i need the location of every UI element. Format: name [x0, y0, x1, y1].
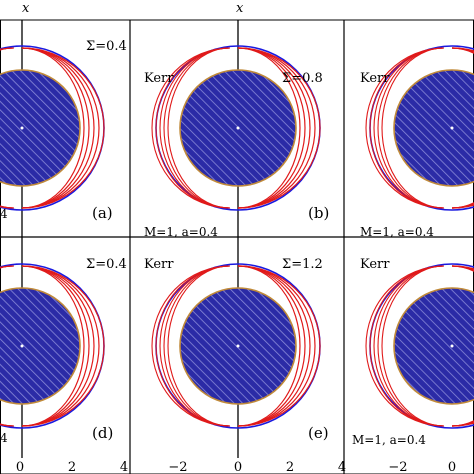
params-label-c: M=1, a=0.4: [360, 225, 434, 239]
shadow-panel-5: [365, 263, 474, 429]
horizon-disk: [0, 69, 81, 187]
shadow-family-curve-right-0: [237, 265, 301, 427]
shadow-family-curve-right-1: [237, 265, 306, 427]
panel-tag-e: (e): [308, 424, 329, 442]
panel-tag-a: (a): [92, 204, 113, 222]
shadow-panel-0: [0, 45, 105, 211]
kerr-label-e: Kerr: [144, 257, 174, 272]
shadow-family-curve-right-3: [21, 47, 100, 209]
shadow-family-curve-right-4: [21, 47, 105, 209]
shadow-family-curve-right-3: [237, 265, 316, 427]
shadow-family-curve-left-1: [377, 47, 445, 209]
horizon-disk: [393, 287, 474, 405]
shadow-family-curve-right-0: [237, 47, 301, 209]
sigma-label-a: Σ=0.4: [86, 39, 127, 54]
shadow-family-curve-right-4: [237, 47, 321, 209]
shadow-family-curve-left-0: [167, 265, 231, 427]
x-tick-label-4: 0: [234, 460, 242, 474]
shadow-family-curve-right-2: [21, 47, 95, 209]
x-tick-label-8: 0: [448, 460, 456, 474]
shadow-family-curve-right-3: [237, 47, 316, 209]
origin-marker: [20, 126, 24, 130]
shadow-family-curve-left-1: [163, 265, 231, 427]
shadow-family-curve-right-1: [21, 265, 90, 427]
x-tick-label-5: 2: [286, 460, 294, 474]
params-label-d-left: 4: [0, 431, 8, 445]
shadow-panel-1: [151, 45, 321, 211]
params-label-a-left: 4: [0, 207, 8, 221]
shadow-family-curve-left-1: [163, 47, 231, 209]
shadow-family-curve-right-2: [21, 265, 95, 427]
shadow-family-curve-right-2: [237, 47, 311, 209]
shadow-family-curve-left-2: [159, 47, 231, 209]
x-tick-label-1: 2: [68, 460, 76, 474]
shadow-panel-4: [151, 263, 321, 429]
shadow-family-curve-left-4: [151, 47, 231, 209]
panel-tag-b: (b): [308, 204, 329, 222]
shadow-family-curve-right-3: [21, 265, 100, 427]
sigma-label-d: Σ=0.4: [86, 257, 127, 272]
shadow-family-curve-left-2: [159, 265, 231, 427]
params-label-e: M=1, a=0.4: [352, 433, 426, 447]
shadow-family-curve-left-3: [369, 47, 445, 209]
shadow-family-curve-left-0: [167, 47, 231, 209]
shadow-family-curve-left-0: [381, 47, 445, 209]
shadow-family-curve-right-2: [237, 265, 311, 427]
shadow-family-curve-left-0: [381, 265, 445, 427]
kerr-label-f: Kerr: [360, 257, 390, 272]
origin-marker: [20, 344, 24, 348]
x-tick-label-2: 4: [120, 460, 128, 474]
shadow-family-curve-right-4: [21, 265, 105, 427]
shadow-family-curve-left-3: [155, 265, 231, 427]
x-tick-label-3: −2: [168, 460, 187, 474]
shadow-family-curve-left-3: [155, 47, 231, 209]
panels: Σ=0.4 Σ=0.8 Σ=0.4 Σ=1.2 Kerr Kerr Kerr Kerr (a) (…: [0, 19, 474, 474]
shadow-family-curve-left-4: [365, 265, 445, 427]
sigma-label-b: Σ=0.8: [282, 71, 323, 86]
x-axis-label-right: x: [236, 1, 244, 16]
shadow-family-curve-right-0: [21, 47, 85, 209]
shadow-family-curve-right-1: [21, 47, 90, 209]
shadow-panel-2: [365, 45, 474, 211]
x-axis-label-left: x: [22, 1, 30, 16]
shadow-family-curve-left-4: [151, 265, 231, 427]
shadow-family-curve-left-3: [369, 265, 445, 427]
x-tick-label-6: 4: [338, 460, 346, 474]
sigma-label-e: Σ=1.2: [282, 257, 323, 272]
shadow-family-curve-left-1: [377, 265, 445, 427]
origin-marker: [450, 344, 454, 348]
panel-tag-d: (d): [92, 424, 113, 442]
shadow-panel-3: [0, 263, 105, 429]
shadow-family-curve-right-0: [21, 265, 85, 427]
shadow-family-curve-left-2: [373, 265, 445, 427]
shadow-family-curve-right-1: [237, 47, 306, 209]
shadow-family-curve-left-4: [365, 47, 445, 209]
origin-marker: [450, 126, 454, 130]
origin-marker: [236, 126, 240, 130]
shadow-family-curve-right-4: [237, 265, 321, 427]
x-tick-labels: 0 2 4 −2 0 2 4 −2 0: [16, 460, 456, 474]
shadow-family-curve-left-2: [373, 47, 445, 209]
origin-marker: [236, 344, 240, 348]
kerr-label-c: Kerr: [360, 71, 390, 86]
horizon-disk: [393, 69, 474, 187]
x-tick-label-7: −2: [388, 460, 407, 474]
params-label-b: M=1, a=0.4: [144, 225, 218, 239]
kerr-label-b: Kerr: [144, 71, 174, 86]
x-tick-label-0: 0: [16, 460, 24, 474]
horizon-disk: [0, 287, 81, 405]
